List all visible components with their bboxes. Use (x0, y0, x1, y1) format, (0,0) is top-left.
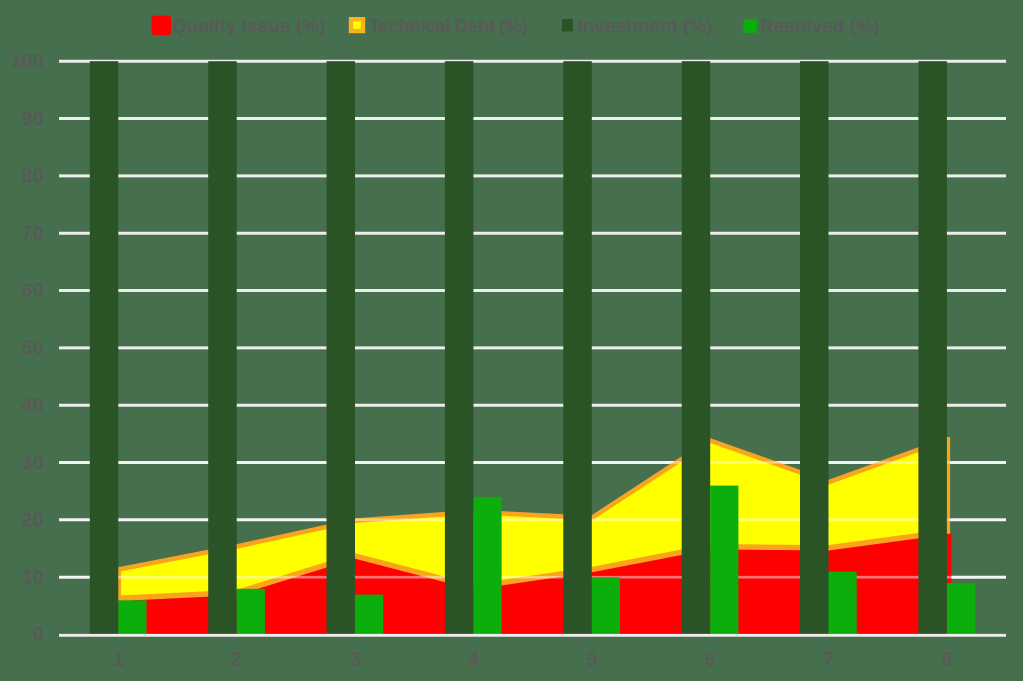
svg-text:20: 20 (21, 509, 43, 531)
svg-text:0: 0 (32, 624, 43, 646)
svg-text:40: 40 (21, 395, 43, 417)
svg-text:3: 3 (349, 649, 360, 671)
svg-text:Technical Debt (%): Technical Debt (%) (369, 17, 528, 38)
svg-text:2: 2 (231, 649, 242, 671)
svg-text:4: 4 (468, 649, 480, 671)
svg-text:90: 90 (21, 108, 43, 130)
svg-text:80: 80 (21, 166, 43, 188)
svg-text:50: 50 (21, 338, 43, 360)
svg-text:60: 60 (21, 280, 43, 302)
svg-text:Resolved (%): Resolved (%) (760, 17, 879, 38)
svg-text:8: 8 (941, 649, 952, 671)
svg-text:Investment (%): Investment (%) (577, 17, 712, 38)
svg-text:30: 30 (21, 452, 43, 474)
svg-text:7: 7 (823, 649, 834, 671)
svg-text:10: 10 (21, 567, 43, 589)
svg-text:Quality Issue (%): Quality Issue (%) (172, 17, 325, 38)
svg-text:6: 6 (705, 649, 716, 671)
svg-text:5: 5 (586, 649, 597, 671)
svg-text:100: 100 (10, 51, 43, 73)
svg-text:1: 1 (113, 649, 124, 671)
svg-text:70: 70 (21, 223, 43, 245)
